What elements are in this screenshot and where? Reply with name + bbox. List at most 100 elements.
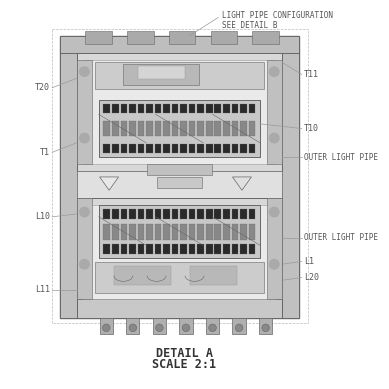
Text: L1: L1 — [304, 257, 314, 266]
Bar — [240, 104, 247, 113]
Text: T1: T1 — [40, 148, 50, 157]
Bar — [95, 262, 264, 293]
Circle shape — [80, 259, 89, 269]
Bar — [77, 60, 92, 164]
Bar — [189, 121, 195, 136]
Bar — [249, 224, 255, 240]
Bar — [172, 224, 179, 240]
Bar — [163, 224, 170, 240]
Circle shape — [80, 67, 89, 76]
Bar — [240, 144, 247, 153]
Bar — [214, 144, 221, 153]
Circle shape — [209, 324, 216, 331]
Bar — [231, 104, 238, 113]
Circle shape — [270, 67, 279, 76]
Bar — [223, 144, 230, 153]
Bar — [211, 31, 237, 44]
Bar — [121, 209, 127, 219]
Bar — [112, 224, 119, 240]
Bar — [163, 209, 170, 219]
Bar — [266, 198, 282, 300]
Bar — [249, 144, 255, 153]
Bar — [282, 35, 299, 318]
Circle shape — [270, 133, 279, 143]
Bar — [206, 209, 212, 219]
Bar — [103, 144, 110, 153]
Bar — [189, 104, 195, 113]
Bar — [233, 318, 246, 333]
Bar — [103, 244, 110, 254]
Bar — [77, 53, 282, 171]
Text: T10: T10 — [304, 124, 319, 133]
Bar — [84, 60, 275, 164]
Bar — [103, 224, 110, 240]
Text: L10: L10 — [35, 212, 50, 221]
Bar — [231, 244, 238, 254]
Bar — [172, 144, 179, 153]
Bar — [163, 144, 170, 153]
Bar — [231, 209, 238, 219]
Bar — [99, 205, 260, 258]
Circle shape — [235, 324, 243, 331]
Bar — [197, 244, 204, 254]
Bar — [214, 104, 221, 113]
Bar — [197, 209, 204, 219]
Bar — [60, 35, 299, 318]
Circle shape — [270, 259, 279, 269]
Bar — [155, 144, 161, 153]
Bar — [138, 66, 185, 79]
Bar — [121, 121, 127, 136]
Text: L20: L20 — [304, 273, 319, 282]
Bar — [129, 224, 136, 240]
Bar — [146, 104, 153, 113]
Bar — [155, 104, 161, 113]
Bar — [197, 104, 204, 113]
Bar — [126, 318, 140, 333]
Bar — [249, 104, 255, 113]
Text: SEE DETAIL B: SEE DETAIL B — [222, 21, 277, 30]
Bar — [112, 104, 119, 113]
Bar — [180, 224, 187, 240]
Bar — [163, 244, 170, 254]
Circle shape — [270, 207, 279, 217]
Text: T20: T20 — [35, 83, 50, 92]
Bar — [112, 209, 119, 219]
Bar — [95, 62, 264, 89]
Circle shape — [262, 324, 270, 331]
Bar — [146, 224, 153, 240]
Bar — [197, 144, 204, 153]
Bar — [189, 209, 195, 219]
Bar — [129, 121, 136, 136]
Bar — [138, 224, 144, 240]
Text: OUTER LIGHT PIPE: OUTER LIGHT PIPE — [304, 233, 378, 242]
Bar — [240, 121, 247, 136]
Bar — [179, 318, 193, 333]
Bar — [127, 31, 154, 44]
Bar — [190, 266, 237, 285]
Bar — [189, 244, 195, 254]
Bar — [77, 198, 282, 300]
Bar — [129, 244, 136, 254]
Text: SCALE 2:1: SCALE 2:1 — [152, 358, 216, 371]
Bar — [138, 209, 144, 219]
Bar — [249, 244, 255, 254]
Bar — [214, 209, 221, 219]
Bar — [155, 244, 161, 254]
Bar — [223, 209, 230, 219]
Bar — [223, 244, 230, 254]
Bar — [206, 244, 212, 254]
Bar — [223, 104, 230, 113]
Bar — [231, 224, 238, 240]
Text: T11: T11 — [304, 70, 319, 79]
Bar — [163, 104, 170, 113]
Bar — [103, 104, 110, 113]
Bar — [129, 209, 136, 219]
Bar — [223, 121, 230, 136]
Bar — [206, 104, 212, 113]
Bar — [153, 318, 166, 333]
Bar — [169, 31, 195, 44]
Bar — [206, 224, 212, 240]
Circle shape — [102, 324, 110, 331]
Bar — [146, 209, 153, 219]
Bar — [129, 144, 136, 153]
